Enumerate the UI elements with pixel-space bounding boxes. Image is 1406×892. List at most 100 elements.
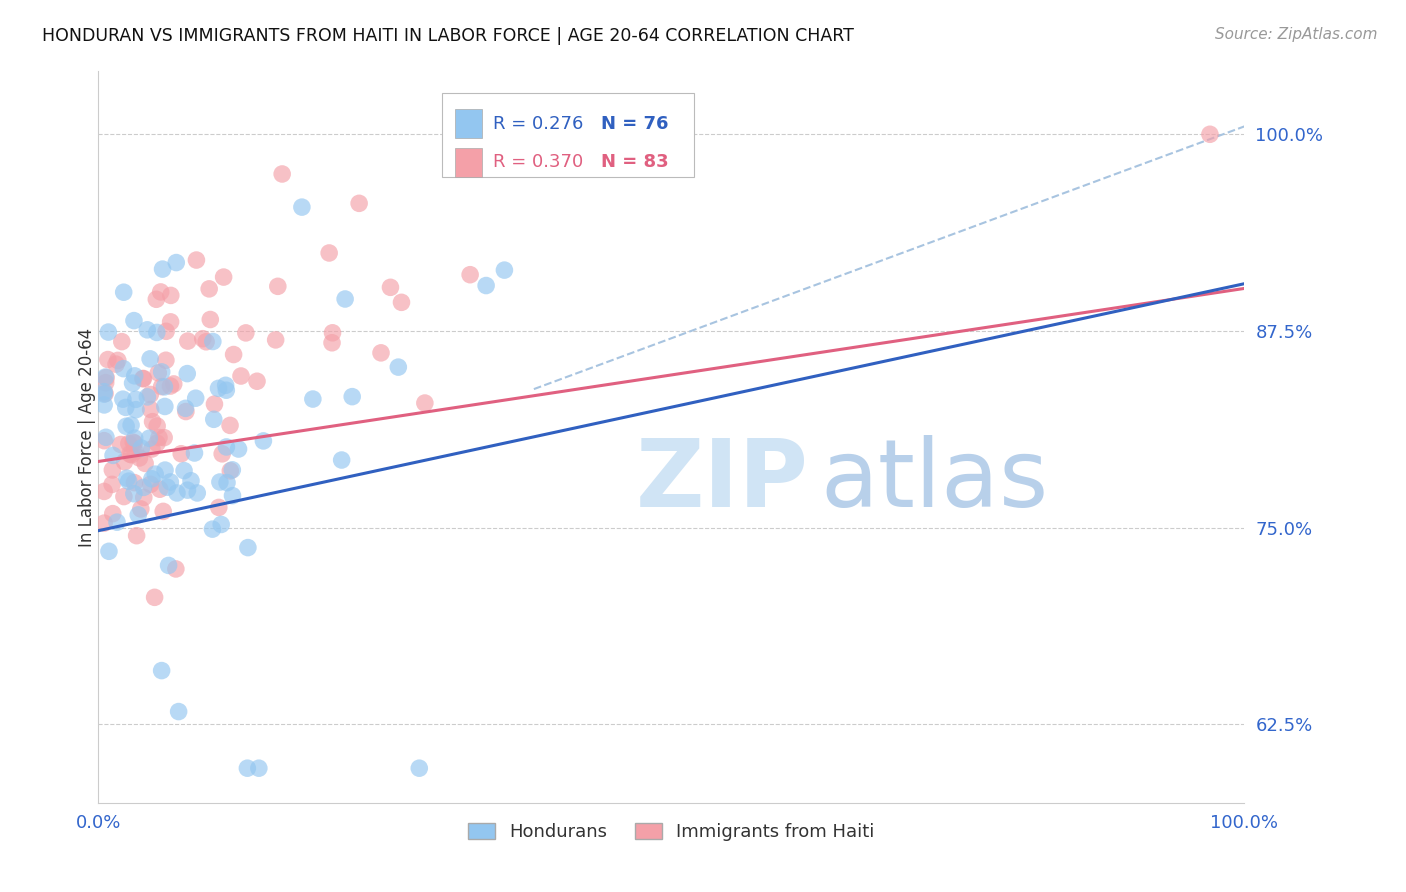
Point bbox=[267, 279, 290, 293]
Point bbox=[208, 500, 231, 515]
Point bbox=[149, 482, 172, 496]
Point bbox=[149, 285, 172, 299]
Point bbox=[101, 507, 124, 521]
Point bbox=[114, 455, 136, 469]
Point bbox=[152, 262, 174, 277]
Point bbox=[1199, 128, 1222, 142]
Point bbox=[167, 705, 190, 719]
Point bbox=[107, 353, 129, 368]
Point bbox=[302, 392, 325, 406]
Point bbox=[132, 491, 155, 505]
Point bbox=[380, 280, 402, 294]
Point bbox=[153, 463, 176, 477]
Point bbox=[115, 419, 138, 434]
Point bbox=[127, 508, 149, 522]
Point bbox=[112, 361, 135, 376]
Point bbox=[115, 471, 138, 485]
Point bbox=[494, 263, 516, 277]
Point bbox=[128, 450, 150, 465]
Point bbox=[177, 334, 200, 348]
Point bbox=[141, 442, 163, 456]
Point bbox=[413, 396, 436, 410]
Point bbox=[330, 453, 353, 467]
Point bbox=[207, 381, 229, 395]
Point bbox=[94, 376, 117, 390]
Point bbox=[121, 376, 143, 390]
Point bbox=[111, 392, 134, 407]
Point bbox=[136, 390, 159, 404]
Point bbox=[125, 529, 148, 543]
FancyBboxPatch shape bbox=[454, 109, 482, 138]
Point bbox=[101, 463, 124, 477]
Point bbox=[184, 391, 207, 405]
Text: N = 83: N = 83 bbox=[602, 153, 669, 171]
Point bbox=[105, 515, 128, 529]
Point bbox=[150, 664, 173, 678]
Point bbox=[112, 285, 135, 300]
Point bbox=[318, 246, 340, 260]
Point bbox=[125, 392, 148, 407]
Point bbox=[94, 386, 117, 401]
Point bbox=[458, 268, 481, 282]
Point bbox=[212, 270, 235, 285]
Point bbox=[132, 371, 155, 385]
Point bbox=[174, 404, 197, 418]
Point bbox=[120, 418, 142, 433]
Point bbox=[163, 376, 186, 391]
Point bbox=[97, 325, 120, 339]
Point bbox=[139, 477, 162, 491]
Point bbox=[195, 334, 218, 349]
Point bbox=[152, 504, 174, 518]
Point bbox=[186, 253, 208, 268]
Point bbox=[148, 431, 170, 445]
Point bbox=[146, 436, 169, 450]
Point bbox=[176, 483, 198, 497]
FancyBboxPatch shape bbox=[441, 94, 695, 178]
Point bbox=[136, 323, 159, 337]
Point bbox=[146, 419, 169, 434]
Point bbox=[201, 334, 224, 349]
Point bbox=[219, 464, 242, 478]
Point bbox=[170, 447, 193, 461]
Point bbox=[153, 400, 176, 414]
Point bbox=[93, 516, 115, 530]
Point bbox=[138, 431, 160, 445]
Point bbox=[118, 436, 141, 450]
Point bbox=[176, 367, 198, 381]
Text: Source: ZipAtlas.com: Source: ZipAtlas.com bbox=[1215, 27, 1378, 42]
Point bbox=[93, 398, 115, 412]
Point bbox=[139, 387, 162, 401]
Text: ZIP: ZIP bbox=[636, 435, 808, 527]
Point bbox=[228, 442, 250, 456]
Point bbox=[93, 384, 115, 399]
Point bbox=[166, 486, 188, 500]
Point bbox=[247, 761, 270, 775]
Point bbox=[148, 366, 170, 380]
Point bbox=[143, 591, 166, 605]
Point bbox=[143, 467, 166, 482]
Point bbox=[235, 326, 257, 340]
Point bbox=[131, 441, 153, 455]
Point bbox=[173, 464, 195, 478]
Point bbox=[122, 313, 145, 327]
Point bbox=[132, 480, 155, 494]
Point bbox=[139, 402, 162, 417]
Point bbox=[101, 477, 124, 491]
Y-axis label: In Labor Force | Age 20-64: In Labor Force | Age 20-64 bbox=[79, 327, 96, 547]
Point bbox=[124, 475, 146, 490]
Point bbox=[94, 370, 117, 384]
Point bbox=[157, 558, 180, 573]
Text: atlas: atlas bbox=[820, 435, 1049, 527]
Point bbox=[139, 351, 162, 366]
Point bbox=[118, 447, 141, 461]
Point bbox=[209, 517, 232, 532]
Point bbox=[264, 333, 287, 347]
Point bbox=[200, 312, 222, 326]
Point bbox=[222, 347, 245, 361]
Point bbox=[333, 292, 356, 306]
Point bbox=[229, 369, 252, 384]
Point bbox=[150, 379, 173, 393]
Point bbox=[93, 484, 115, 499]
Point bbox=[94, 370, 117, 384]
Point bbox=[214, 378, 236, 392]
